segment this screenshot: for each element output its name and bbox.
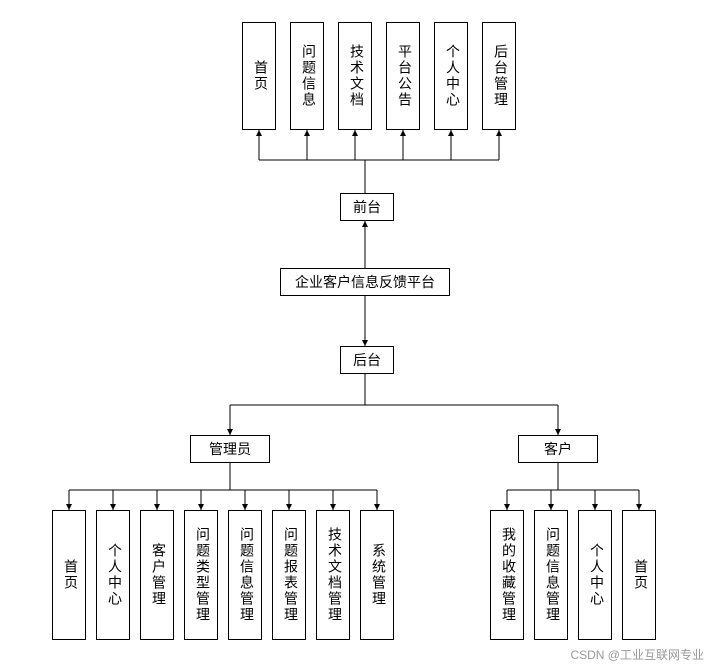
front-leaf-5: 后台管理 — [482, 22, 516, 130]
admin-leaf-3: 问题类型管理 — [184, 510, 218, 640]
customer-leaf-0: 我的收藏管理 — [490, 510, 524, 640]
front-leaf-1: 问题信息 — [290, 22, 324, 130]
front-leaf-2: 技术文档 — [338, 22, 372, 130]
customer-leaf-2: 个人中心 — [578, 510, 612, 640]
admin-node: 管理员 — [190, 435, 270, 463]
customer-leaf-3: 首页 — [622, 510, 656, 640]
front-leaf-4: 个人中心 — [434, 22, 468, 130]
front-leaf-0: 首页 — [242, 22, 276, 130]
admin-leaf-5: 问题报表管理 — [272, 510, 306, 640]
front-node: 前台 — [340, 193, 394, 221]
customer-node: 客户 — [518, 435, 598, 463]
customer-leaf-1: 问题信息管理 — [534, 510, 568, 640]
center-node: 企业客户信息反馈平台 — [280, 268, 450, 296]
admin-leaf-4: 问题信息管理 — [228, 510, 262, 640]
admin-leaf-2: 客户管理 — [140, 510, 174, 640]
admin-leaf-6: 技术文档管理 — [316, 510, 350, 640]
front-leaf-3: 平台公告 — [386, 22, 420, 130]
back-node: 后台 — [340, 346, 394, 374]
admin-leaf-7: 系统管理 — [360, 510, 394, 640]
admin-leaf-1: 个人中心 — [96, 510, 130, 640]
watermark: CSDN @工业互联网专业 — [570, 646, 704, 663]
admin-leaf-0: 首页 — [52, 510, 86, 640]
